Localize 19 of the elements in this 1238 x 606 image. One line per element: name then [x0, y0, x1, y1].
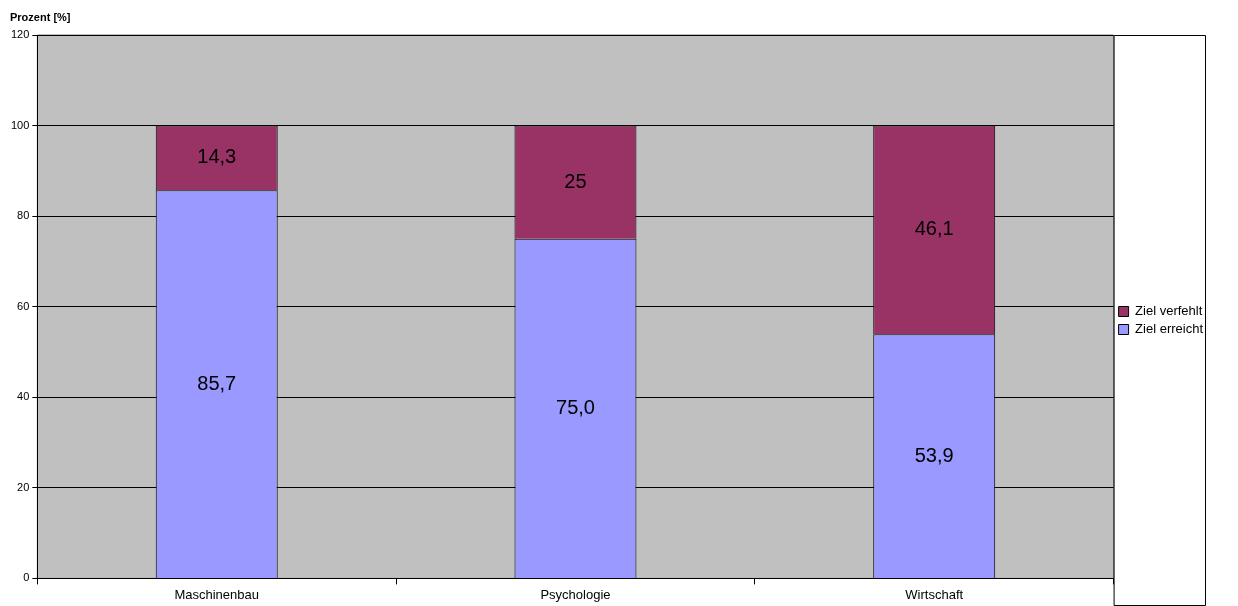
data-label: 85,7 — [197, 371, 237, 394]
data-label: 14,3 — [197, 145, 237, 168]
x-tick-label: Psychologie — [540, 586, 611, 602]
y-tick-label: 20 — [17, 480, 30, 493]
legend-label: Ziel erreicht — [1135, 321, 1204, 337]
y-tick-label: 120 — [10, 28, 30, 41]
data-label: 46,1 — [914, 217, 954, 240]
data-label: 53,9 — [914, 443, 954, 466]
y-tick-label: 60 — [17, 299, 30, 312]
data-label: 25 — [564, 169, 587, 192]
y-tick-label: 40 — [17, 390, 30, 403]
y-tick-label: 80 — [17, 209, 30, 222]
y-tick-label: 100 — [10, 118, 30, 131]
x-tick-label: Wirtschaft — [905, 586, 964, 602]
y-tick-label: 0 — [23, 571, 30, 584]
y-axis-title: Prozent [%] — [10, 10, 71, 23]
x-tick-label: Maschinenbau — [174, 586, 260, 602]
data-label: 75,0 — [556, 395, 595, 418]
legend-label: Ziel verfehlt — [1135, 303, 1203, 319]
